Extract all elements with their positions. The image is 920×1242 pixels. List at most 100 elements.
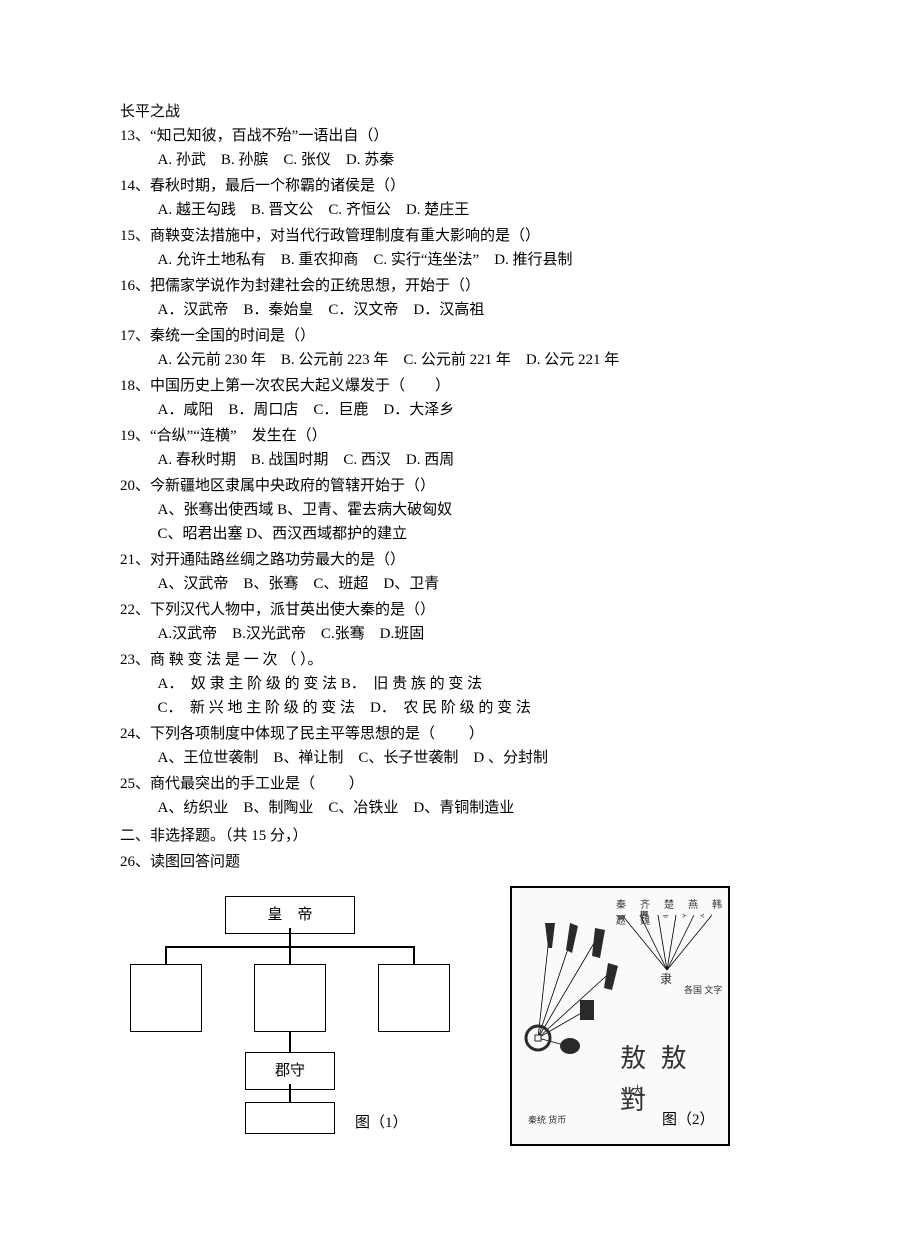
org-empty-box-1 <box>130 964 202 1032</box>
org-line <box>289 928 291 946</box>
question-text: 24、下列各项制度中体现了民主平等思想的是（ ） <box>120 722 800 746</box>
option: B.汉光武帝 <box>232 622 306 646</box>
question-options: A．汉武帝 B．秦始皇 C．汉文帝 D．汉高祖 <box>120 298 800 322</box>
question-23: 23、商 鞅 变 法 是 一 次 （ ）。A． 奴 隶 主 阶 级 的 变 法 … <box>120 648 800 720</box>
option: D．汉高祖 <box>413 298 484 322</box>
option: B．秦始皇 <box>243 298 313 322</box>
option: A. 公元前 230 年 <box>158 348 266 372</box>
option: A. 允许土地私有 <box>158 248 266 272</box>
question-options-line: A、张骞出使西域 B、卫青、霍去病大破匈奴 <box>120 498 800 522</box>
option: C、长子世袭制 <box>358 746 458 770</box>
question-text: 18、中国历史上第一次农民大起义爆发于（ ） <box>120 374 800 398</box>
option: C. 西汉 <box>343 448 391 472</box>
fig1-label: 图（1） <box>355 1111 408 1135</box>
option: C．巨鹿 <box>313 398 368 422</box>
question-text: 14、春秋时期，最后一个称霸的诸侯是（） <box>120 174 800 198</box>
question-22: 22、下列汉代人物中，派甘英出使大秦的是（）A.汉武帝 B.汉光武帝 C.张骞 D.班… <box>120 598 800 646</box>
question-24: 24、下列各项制度中体现了民主平等思想的是（ ）A、王位世袭制 B、禅让制 C、长子… <box>120 722 800 770</box>
option: B. 战国时期 <box>251 448 329 472</box>
org-line <box>165 946 167 964</box>
option: C、冶铁业 <box>328 796 398 820</box>
org-line <box>289 946 291 964</box>
question-14: 14、春秋时期，最后一个称霸的诸侯是（）A. 越王勾践 B. 晋文公 C. 齐恒公 D… <box>120 174 800 222</box>
question-options: A、纺织业B、制陶业C、冶铁业D、青铜制造业 <box>120 796 800 820</box>
question-text: 19、“合纵”“连横” 发生在（） <box>120 424 800 448</box>
option: D．大泽乡 <box>383 398 454 422</box>
question-options: A、王位世袭制 B、禅让制 C、长子世袭制 D 、分封制 <box>120 746 800 770</box>
option: D. 苏秦 <box>346 148 394 172</box>
question-text: 21、对开通陆路丝绸之路功劳最大的是（） <box>120 548 800 572</box>
option: C. 张仪 <box>283 148 331 172</box>
org-empty-box-2 <box>254 964 326 1032</box>
question-options: A. 越王勾践 B. 晋文公 C. 齐恒公 D. 楚庄王 <box>120 198 800 222</box>
option: A、纺织业 <box>158 796 229 820</box>
org-line <box>289 1032 291 1052</box>
question-16: 16、把儒家学说作为封建社会的正统思想，开始于（）A．汉武帝 B．秦始皇 C．汉文帝… <box>120 274 800 322</box>
question-21: 21、对开通陆路丝绸之路功劳最大的是（）A、汉武帝 B、张骞 C、班超 D、卫青 <box>120 548 800 596</box>
fig2-big: 大 <box>632 1083 643 1101</box>
option: A．汉武帝 <box>158 298 229 322</box>
option: C. 实行“连坐法” <box>373 248 479 272</box>
option: A、王位世袭制 <box>158 746 259 770</box>
fig2-qin-note: 秦统 货币 <box>528 1113 566 1127</box>
question-text: 16、把儒家学说作为封建社会的正统思想，开始于（） <box>120 274 800 298</box>
question-options: A. 公元前 230 年 B. 公元前 223 年 C. 公元前 221 年 D. 公… <box>120 348 800 372</box>
option: C. 公元前 221 年 <box>403 348 511 372</box>
question-options-line: C、昭君出塞 D、西汉西域都护的建立 <box>120 522 800 546</box>
option: D. 楚庄王 <box>406 198 469 222</box>
fig2-side-note: 各国 文字 <box>684 983 722 997</box>
fig2-seal-char: 隶 <box>660 970 672 989</box>
option: B．周口店 <box>228 398 298 422</box>
option: D.班固 <box>380 622 425 646</box>
question-options: A、汉武帝 B、张骞 C、班超 D、卫青 <box>120 572 800 596</box>
option: A.汉武帝 <box>158 622 218 646</box>
question-options-line: C． 新 兴 地 主 阶 级 的 变 法 D． 农 民 阶 级 的 变 法 <box>120 696 800 720</box>
question-25: 25、商代最突出的手工业是（ ）A、纺织业B、制陶业C、冶铁业D、青铜制造业 <box>120 772 800 820</box>
figures-row: 皇 帝 郡守 图（1） 秦 齐 楚 燕 韩 赵 魏 <box>120 886 800 1166</box>
question-text: 15、商鞅变法措施中，对当代行政管理制度有重大影响的是（） <box>120 224 800 248</box>
question-options-line: A． 奴 隶 主 阶 级 的 变 法 B． 旧 贵 族 的 变 法 <box>120 672 800 696</box>
org-empty-box-4 <box>245 1102 335 1134</box>
question-text: 25、商代最突出的手工业是（ ） <box>120 772 800 796</box>
question-text: 13、“知己知彼，百战不殆”一语出自（） <box>120 124 800 148</box>
option: B、制陶业 <box>243 796 313 820</box>
option: C、班超 <box>313 572 368 596</box>
option: B. 孙膑 <box>221 148 269 172</box>
question-18: 18、中国历史上第一次农民大起义爆发于（ ）A．咸阳 B．周口店 C．巨鹿 D．大泽乡 <box>120 374 800 422</box>
question-13: 13、“知己知彼，百战不殆”一语出自（）A. 孙武 B. 孙膑 C. 张仪 D. 苏秦 <box>120 124 800 172</box>
org-empty-box-3 <box>378 964 450 1032</box>
option: A. 春秋时期 <box>158 448 236 472</box>
option: A. 越王勾践 <box>158 198 236 222</box>
option: D. 西周 <box>406 448 454 472</box>
question-options: A．咸阳 B．周口店 C．巨鹿 D．大泽乡 <box>120 398 800 422</box>
question-20: 20、今新疆地区隶属中央政府的管辖开始于（）A、张骞出使西域 B、卫青、霍去病大… <box>120 474 800 546</box>
option: D、卫青 <box>383 572 439 596</box>
question-17: 17、秦统一全国的时间是（）A. 公元前 230 年 B. 公元前 223 年 C.… <box>120 324 800 372</box>
option: D. 推行县制 <box>494 248 572 272</box>
question-text: 22、下列汉代人物中，派甘英出使大秦的是（） <box>120 598 800 622</box>
option: D. 公元 221 年 <box>526 348 619 372</box>
org-line <box>413 946 415 964</box>
option: C. 齐恒公 <box>328 198 391 222</box>
q26-text: 26、读图回答问题 <box>120 850 800 874</box>
question-19: 19、“合纵”“连横” 发生在（）A. 春秋时期 B. 战国时期 C. 西汉 D. 西… <box>120 424 800 472</box>
org-line <box>289 1084 291 1102</box>
option: B. 晋文公 <box>251 198 314 222</box>
question-15: 15、商鞅变法措施中，对当代行政管理制度有重大影响的是（）A. 允许土地私有B.… <box>120 224 800 272</box>
option: A．咸阳 <box>158 398 214 422</box>
org-chart: 皇 帝 郡守 图（1） <box>120 886 460 1166</box>
option: B、张骞 <box>243 572 298 596</box>
question-options: A. 允许土地私有B. 重农抑商C. 实行“连坐法”D. 推行县制 <box>120 248 800 272</box>
option: A、汉武帝 <box>158 572 229 596</box>
option: B. 公元前 223 年 <box>281 348 389 372</box>
question-options: A. 春秋时期 B. 战国时期 C. 西汉 D. 西周 <box>120 448 800 472</box>
option: C.张骞 <box>321 622 365 646</box>
option: D 、分封制 <box>473 746 548 770</box>
fig2-glyph-row: ᚘ ᚙ ᚚ ᚛ ᚜ ᚝ <box>616 910 724 923</box>
question-text: 23、商 鞅 变 法 是 一 次 （ ）。 <box>120 648 800 672</box>
question-text: 17、秦统一全国的时间是（） <box>120 324 800 348</box>
fig2-coins-icon <box>520 918 630 1098</box>
option: C．汉文帝 <box>328 298 398 322</box>
option: A. 孙武 <box>158 148 206 172</box>
option: B、禅让制 <box>273 746 343 770</box>
